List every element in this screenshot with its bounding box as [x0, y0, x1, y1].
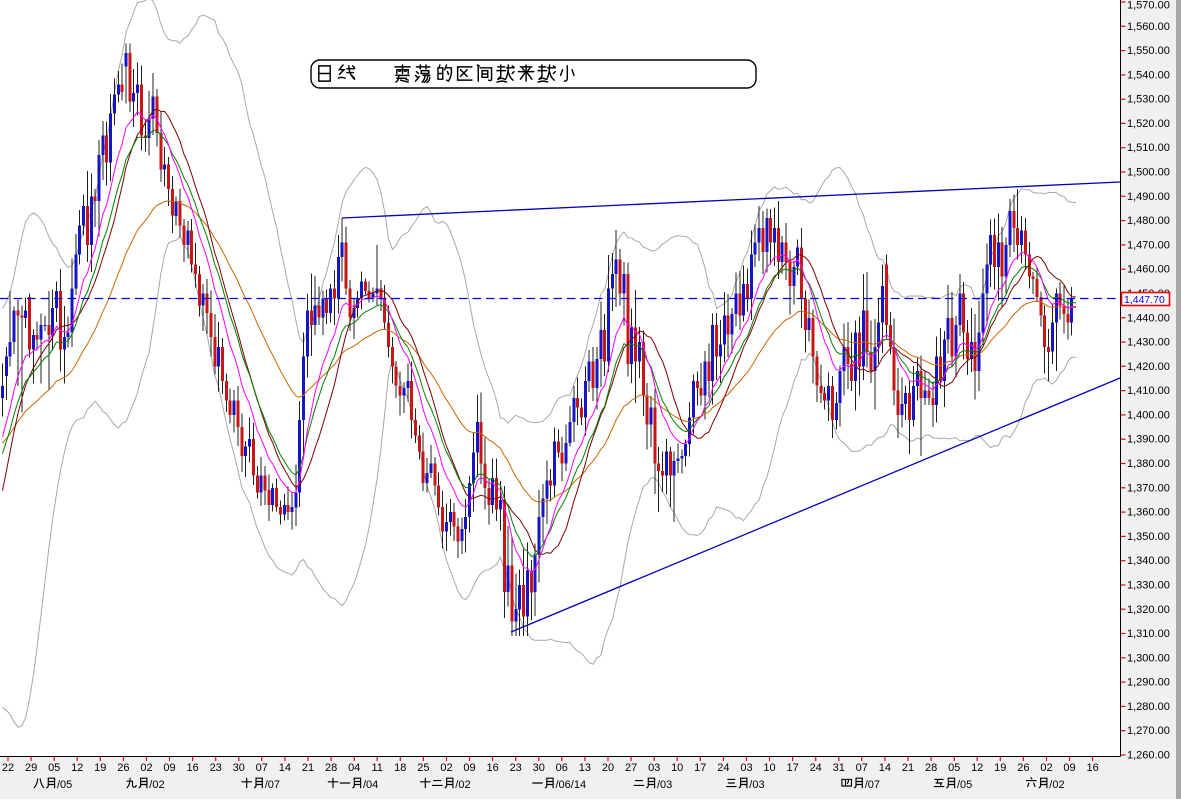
svg-text:1,400.00: 1,400.00: [1127, 409, 1170, 421]
svg-text:10: 10: [763, 762, 775, 774]
svg-text:10: 10: [671, 762, 683, 774]
svg-text:1,390.00: 1,390.00: [1127, 434, 1170, 446]
svg-text:1,380.00: 1,380.00: [1127, 458, 1170, 470]
svg-text:19: 19: [994, 762, 1006, 774]
svg-text:1,410.00: 1,410.00: [1127, 385, 1170, 397]
svg-text:31: 31: [833, 762, 845, 774]
svg-text:/04: /04: [363, 779, 378, 791]
svg-text:1,460.00: 1,460.00: [1127, 264, 1170, 276]
svg-text:16: 16: [186, 762, 198, 774]
svg-text:1,540.00: 1,540.00: [1127, 69, 1170, 81]
svg-text:09: 09: [163, 762, 175, 774]
svg-text:1,350.00: 1,350.00: [1127, 531, 1170, 543]
svg-text:/03: /03: [749, 779, 764, 791]
svg-text:/02: /02: [455, 779, 470, 791]
svg-text:/02: /02: [149, 779, 164, 791]
svg-text:11: 11: [371, 762, 382, 774]
svg-text:23: 23: [510, 762, 522, 774]
svg-text:21: 21: [902, 762, 914, 774]
svg-text:23: 23: [210, 762, 222, 774]
svg-text:1,270.00: 1,270.00: [1127, 725, 1170, 737]
svg-text:26: 26: [117, 762, 129, 774]
svg-text:24: 24: [810, 762, 822, 774]
svg-text:17: 17: [786, 762, 798, 774]
svg-text:1,430.00: 1,430.00: [1127, 337, 1170, 349]
svg-text:1,530.00: 1,530.00: [1127, 94, 1170, 106]
svg-text:1,260.00: 1,260.00: [1127, 750, 1170, 762]
svg-text:16: 16: [1086, 762, 1098, 774]
svg-text:/07: /07: [865, 779, 880, 791]
svg-text:/05: /05: [57, 779, 72, 791]
svg-text:1,360.00: 1,360.00: [1127, 507, 1170, 519]
svg-text:03: 03: [740, 762, 752, 774]
svg-text:/05: /05: [957, 779, 972, 791]
svg-text:1,510.00: 1,510.00: [1127, 142, 1170, 154]
svg-text:1,560.00: 1,560.00: [1127, 21, 1170, 33]
svg-text:13: 13: [579, 762, 591, 774]
svg-text:25: 25: [417, 762, 429, 774]
svg-text:1,290.00: 1,290.00: [1127, 677, 1170, 689]
svg-text:17: 17: [694, 762, 706, 774]
svg-text:14: 14: [879, 762, 891, 774]
svg-text:02: 02: [440, 762, 452, 774]
svg-text:/02: /02: [1049, 779, 1064, 791]
svg-text:1,550.00: 1,550.00: [1127, 45, 1170, 57]
svg-text:30: 30: [233, 762, 245, 774]
svg-text:1,480.00: 1,480.00: [1127, 215, 1170, 227]
svg-text:28: 28: [325, 762, 337, 774]
svg-text:14: 14: [279, 762, 291, 774]
svg-text:12: 12: [971, 762, 983, 774]
svg-text:18: 18: [394, 762, 406, 774]
svg-text:1,420.00: 1,420.00: [1127, 361, 1170, 373]
svg-text:1,370.00: 1,370.00: [1127, 482, 1170, 494]
svg-text:04: 04: [348, 762, 360, 774]
svg-text:20: 20: [602, 762, 614, 774]
svg-text:1,470.00: 1,470.00: [1127, 239, 1170, 251]
svg-text:30: 30: [533, 762, 545, 774]
svg-text:09: 09: [1063, 762, 1075, 774]
svg-text:26: 26: [1017, 762, 1029, 774]
svg-text:1,570.00: 1,570.00: [1127, 0, 1170, 12]
svg-text:12: 12: [71, 762, 83, 774]
svg-text:/06/14: /06/14: [556, 779, 587, 791]
svg-text:1,440.00: 1,440.00: [1127, 312, 1170, 324]
svg-text:29: 29: [25, 762, 37, 774]
svg-text:1,300.00: 1,300.00: [1127, 652, 1170, 664]
svg-text:24: 24: [717, 762, 729, 774]
svg-text:16: 16: [486, 762, 498, 774]
svg-text:/03: /03: [657, 779, 672, 791]
svg-text:/07: /07: [265, 779, 280, 791]
svg-text:06: 06: [556, 762, 568, 774]
svg-text:27: 27: [625, 762, 637, 774]
svg-text:02: 02: [140, 762, 152, 774]
svg-text:1,447.70: 1,447.70: [1124, 294, 1165, 306]
svg-text:02: 02: [1040, 762, 1052, 774]
svg-text:22: 22: [2, 762, 14, 774]
svg-text:03: 03: [648, 762, 660, 774]
svg-text:1,340.00: 1,340.00: [1127, 555, 1170, 567]
svg-text:1,490.00: 1,490.00: [1127, 191, 1170, 203]
svg-text:21: 21: [302, 762, 314, 774]
svg-text:1,330.00: 1,330.00: [1127, 580, 1170, 592]
svg-text:05: 05: [48, 762, 60, 774]
svg-text:1,320.00: 1,320.00: [1127, 604, 1170, 616]
svg-text:07: 07: [856, 762, 868, 774]
svg-text:1,520.00: 1,520.00: [1127, 118, 1170, 130]
svg-text:28: 28: [925, 762, 937, 774]
svg-text:05: 05: [948, 762, 960, 774]
svg-text:1,280.00: 1,280.00: [1127, 701, 1170, 713]
svg-text:1,500.00: 1,500.00: [1127, 167, 1170, 179]
svg-text:07: 07: [256, 762, 268, 774]
svg-text:1,310.00: 1,310.00: [1127, 628, 1170, 640]
svg-text:19: 19: [94, 762, 106, 774]
svg-text:09: 09: [463, 762, 475, 774]
